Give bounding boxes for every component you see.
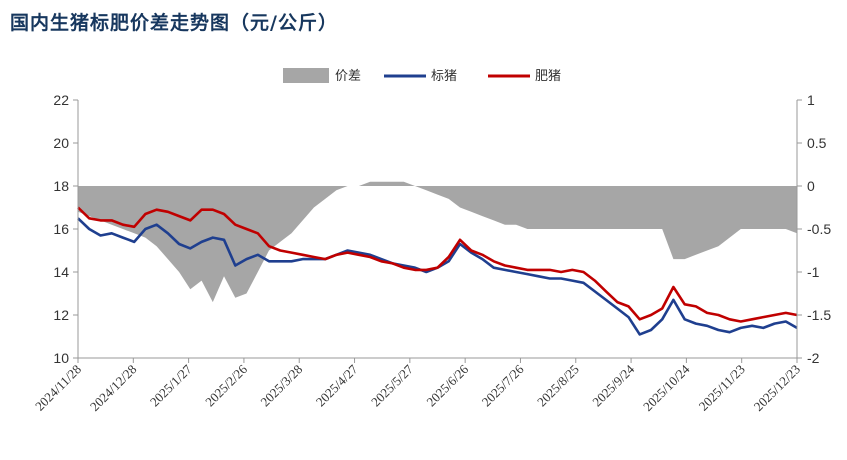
y-right-tick-label: 1 xyxy=(807,92,815,108)
x-tick-label: 2025/1/27 xyxy=(147,361,195,409)
chart-title: 国内生猪标肥价差走势图（元/公斤） xyxy=(10,12,338,34)
y-right-tick-label: 0.5 xyxy=(807,135,827,151)
y-left-tick-label: 10 xyxy=(53,350,69,366)
series-area-spread xyxy=(78,181,797,303)
x-tick-label: 2025/3/28 xyxy=(257,362,305,410)
legend: 价差 标猪 肥猪 xyxy=(283,68,561,84)
legend-label-lean: 标猪 xyxy=(431,69,457,84)
x-tick-label: 2025/4/27 xyxy=(313,361,361,409)
y-left-tick-label: 12 xyxy=(53,307,69,323)
axes: 10 12 14 16 18 20 22 -2 -1.5 -1 -0.5 0 0.5 1 2024/11/2… xyxy=(32,92,831,414)
y-right-tick-label: -1 xyxy=(807,264,820,280)
x-tick-label: 2025/7/26 xyxy=(479,361,527,409)
y-right-tick-label: -2 xyxy=(807,350,820,366)
x-tick-label: 2025/5/27 xyxy=(368,361,416,409)
legend-label-spread: 价差 xyxy=(335,69,361,84)
x-tick-label: 2025/11/23 xyxy=(696,362,748,414)
legend-swatch-spread xyxy=(283,68,329,83)
y-left-tick-label: 14 xyxy=(53,264,69,280)
y-right-tick-label: 0 xyxy=(807,178,815,194)
x-tick-label: 2025/6/26 xyxy=(423,361,471,409)
x-tick-label: 2025/9/24 xyxy=(589,361,637,409)
x-tick-label: 2025/8/25 xyxy=(534,362,582,410)
x-tick-label: 2025/12/23 xyxy=(751,362,803,414)
y-left-tick-label: 20 xyxy=(53,135,69,151)
legend-label-fat: 肥猪 xyxy=(535,69,561,84)
series-line-fat xyxy=(77,206,798,323)
y-right-tick-label: -0.5 xyxy=(807,221,831,237)
x-tick-label: 2024/11/28 xyxy=(32,362,84,414)
y-right-tick-label: -1.5 xyxy=(807,307,831,323)
y-left-tick-label: 22 xyxy=(53,92,69,108)
y-left-tick-label: 18 xyxy=(53,178,69,194)
y-left-tick-label: 16 xyxy=(53,221,69,237)
x-tick-label: 2025/2/26 xyxy=(202,361,250,409)
x-tick-label: 2025/10/24 xyxy=(640,361,693,414)
plot-area xyxy=(77,181,798,336)
x-tick-label: 2024/12/28 xyxy=(87,362,139,414)
